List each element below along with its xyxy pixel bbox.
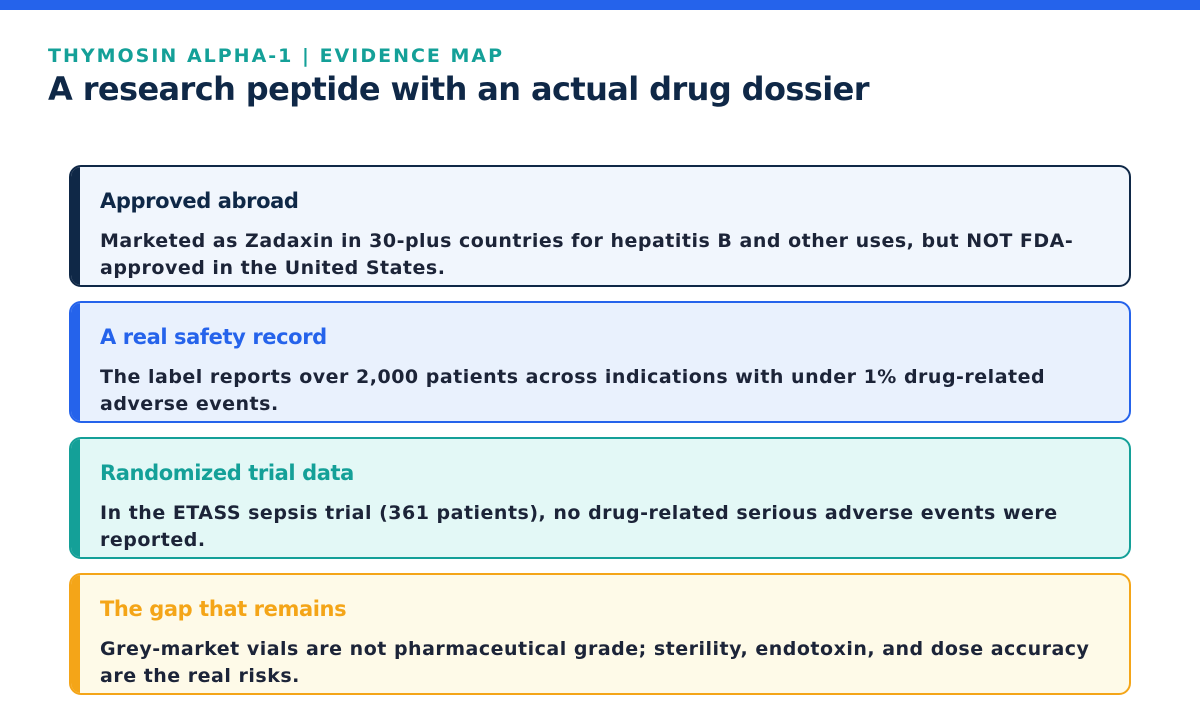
eyebrow-label: THYMOSIN ALPHA-1 | EVIDENCE MAP: [48, 45, 505, 67]
card-accent-bar: [71, 167, 80, 285]
card-body: In the ETASS sepsis trial (361 patients)…: [100, 502, 1058, 551]
evidence-card-safety-record: A real safety record The label reports o…: [69, 301, 1131, 423]
evidence-card-approved-abroad: Approved abroad Marketed as Zadaxin in 3…: [69, 165, 1131, 287]
card-body: Marketed as Zadaxin in 30-plus countries…: [100, 230, 1074, 279]
card-title: The gap that remains: [100, 597, 347, 621]
page-title: A research peptide with an actual drug d…: [48, 70, 870, 108]
evidence-card-remaining-gap: The gap that remains Grey-market vials a…: [69, 573, 1131, 695]
card-accent-bar: [71, 439, 80, 557]
card-accent-bar: [71, 303, 80, 421]
card-title: Randomized trial data: [100, 461, 354, 485]
top-accent-bar: [0, 0, 1200, 10]
evidence-card-trial-data: Randomized trial data In the ETASS sepsi…: [69, 437, 1131, 559]
card-title: Approved abroad: [100, 189, 299, 213]
card-accent-bar: [71, 575, 80, 693]
card-body: Grey-market vials are not pharmaceutical…: [100, 638, 1090, 687]
card-title: A real safety record: [100, 325, 327, 349]
card-body: The label reports over 2,000 patients ac…: [100, 366, 1046, 415]
